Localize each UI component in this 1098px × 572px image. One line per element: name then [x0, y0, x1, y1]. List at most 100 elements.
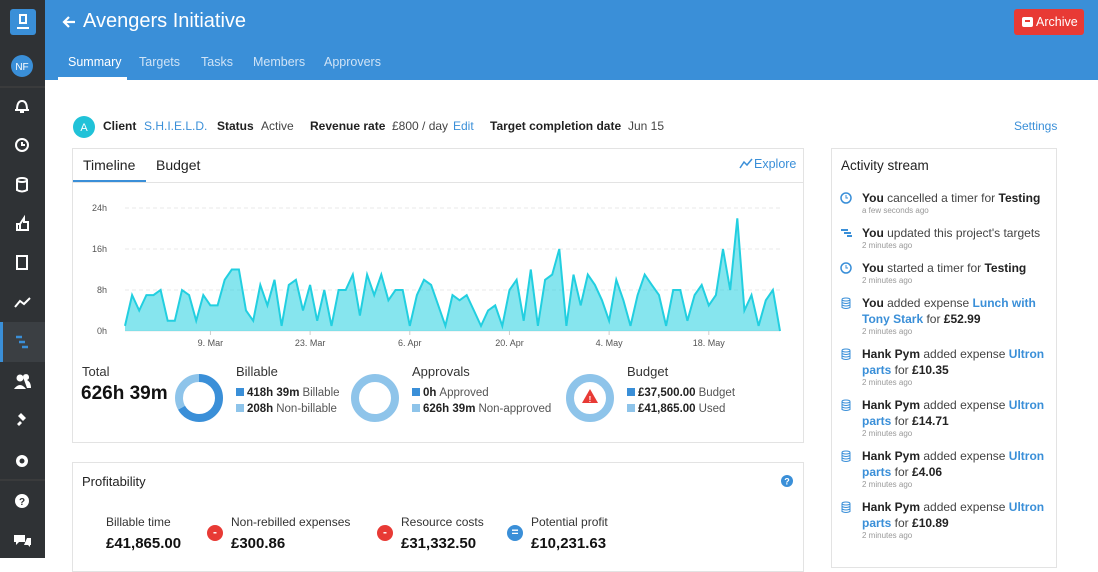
activity-text: You started a timer for Testing: [862, 260, 1052, 276]
logo-mark: [17, 14, 29, 29]
profit-value: £41,865.00: [106, 535, 182, 552]
activity-icon: [841, 450, 851, 462]
nav-team[interactable]: [16, 374, 24, 382]
ring-segment: [351, 374, 399, 422]
row-text: Used: [698, 403, 726, 415]
budget-row: £41,865.00 Used: [627, 403, 725, 415]
back-arrow[interactable]: [61, 14, 77, 30]
nav-insights[interactable]: [14, 297, 31, 308]
row-text: Approved: [439, 387, 489, 399]
expense-link[interactable]: Ultron parts: [862, 500, 1045, 530]
profit-label: Non-rebilled expenses: [231, 515, 351, 529]
header: Avengers Initiative Archive Summary Targe…: [45, 0, 1098, 80]
avatar[interactable]: [11, 55, 33, 77]
approvals-row: 626h 39m Non-approved: [412, 403, 551, 415]
row-amount: 626h 39m: [423, 403, 476, 415]
actor: You: [862, 261, 884, 275]
billable-label: Billable: [236, 364, 278, 379]
nav-settings-hole: [19, 458, 25, 464]
panel-tab[interactable]: Budget: [156, 157, 201, 173]
activity-text: Hank Pym added expense Ultron parts for …: [862, 448, 1052, 480]
x-tick-label: 6. Apr: [398, 338, 422, 348]
expense-link[interactable]: Lunch with Tony Stark: [862, 296, 1036, 326]
action: started a timer for: [883, 261, 985, 275]
amount: £10.89: [912, 516, 949, 530]
legend-swatch: [412, 404, 420, 412]
target-date: Jun 15: [628, 119, 665, 133]
nav-help-mark: ?: [19, 497, 25, 508]
nav-tab[interactable]: Members: [253, 55, 306, 69]
sidebar-icons: NF ?: [0, 9, 45, 547]
activity-item: Hank Pym added expense Ultron parts for …: [832, 397, 1052, 439]
amount: £4.06: [912, 465, 943, 479]
help-icon[interactable]: ?: [781, 475, 793, 487]
panel-tab[interactable]: Timeline: [83, 157, 136, 173]
approvals-label: Approvals: [412, 364, 470, 379]
amount: £14.71: [912, 414, 949, 428]
rate-label: Revenue rate: [310, 119, 386, 133]
actor: Hank Pym: [862, 500, 921, 514]
rate: £800 / day: [392, 119, 449, 133]
profit-label: Potential profit: [531, 515, 608, 529]
timestamp: 2 minutes ago: [862, 378, 913, 387]
nav-integrations[interactable]: [17, 413, 26, 426]
nav-projects[interactable]: [16, 335, 28, 349]
operator: -: [207, 525, 223, 541]
client-link[interactable]: S.H.I.E.L.D.: [144, 119, 208, 133]
archive-label: Archive: [1036, 15, 1078, 29]
y-tick-label: 24h: [92, 203, 107, 213]
action: added expense: [920, 347, 1009, 361]
area: [125, 218, 780, 331]
target: Testing: [998, 191, 1041, 205]
row-text: Non-approved: [478, 403, 552, 415]
profitability-card: Profitability ? Billable time £41,865.00 N…: [72, 462, 804, 572]
nav-help[interactable]: [15, 494, 29, 508]
nav-team-body: [14, 374, 31, 389]
legend-swatch: [627, 388, 635, 396]
profit-value: £31,332.50: [401, 535, 477, 552]
action: added expense: [920, 398, 1009, 412]
nav-tab[interactable]: Tasks: [201, 55, 233, 69]
profit-label: Billable time: [106, 515, 171, 529]
expense-link[interactable]: Ultron parts: [862, 398, 1045, 428]
activity-icon: [841, 297, 851, 309]
action: cancelled a timer for: [883, 191, 999, 205]
y-tick-label: 0h: [97, 326, 107, 336]
billable-row: 418h 39m Billable: [236, 387, 340, 399]
billable-ring: [175, 374, 223, 422]
joiner: for: [891, 516, 913, 530]
nav-tab[interactable]: Targets: [139, 55, 180, 69]
expense-link[interactable]: Ultron parts: [862, 347, 1045, 377]
nav-chat[interactable]: [14, 535, 31, 547]
nav-active-bar: [0, 322, 3, 362]
settings-link[interactable]: Settings: [1014, 119, 1058, 133]
svg-text:?: ?: [784, 477, 790, 487]
action: added expense: [920, 500, 1009, 514]
nav-time[interactable]: [15, 138, 29, 152]
status: Active: [261, 119, 294, 133]
timestamp: 2 minutes ago: [862, 241, 913, 250]
activity-text: You cancelled a timer for Testing: [862, 190, 1052, 206]
row-amount: 0h: [423, 387, 437, 399]
sidebar: NF ?: [0, 0, 45, 558]
nav-tab[interactable]: Approvers: [324, 55, 381, 69]
nav-reports[interactable]: [16, 255, 28, 270]
profitability-title: Profitability: [82, 474, 146, 489]
rate-edit[interactable]: Edit: [453, 119, 474, 133]
archive-button[interactable]: Archive: [1014, 9, 1084, 35]
explore-link[interactable]: Explore: [754, 157, 797, 171]
nav-data[interactable]: [16, 177, 28, 183]
nav-approve[interactable]: [16, 214, 29, 231]
activity-icon: [841, 501, 851, 513]
operator: -: [377, 525, 393, 541]
timestamp: 2 minutes ago: [862, 276, 913, 285]
nav-tab[interactable]: Summary: [68, 55, 122, 69]
nav-notifications[interactable]: [15, 99, 29, 113]
activity-icon: [840, 192, 852, 204]
row-amount: £41,865.00: [638, 403, 696, 415]
nav-time-hand: [21, 142, 25, 146]
joiner: for: [891, 465, 913, 479]
legend-swatch: [236, 404, 244, 412]
tab-underline: [58, 77, 127, 80]
expense-link[interactable]: Ultron parts: [862, 449, 1045, 479]
